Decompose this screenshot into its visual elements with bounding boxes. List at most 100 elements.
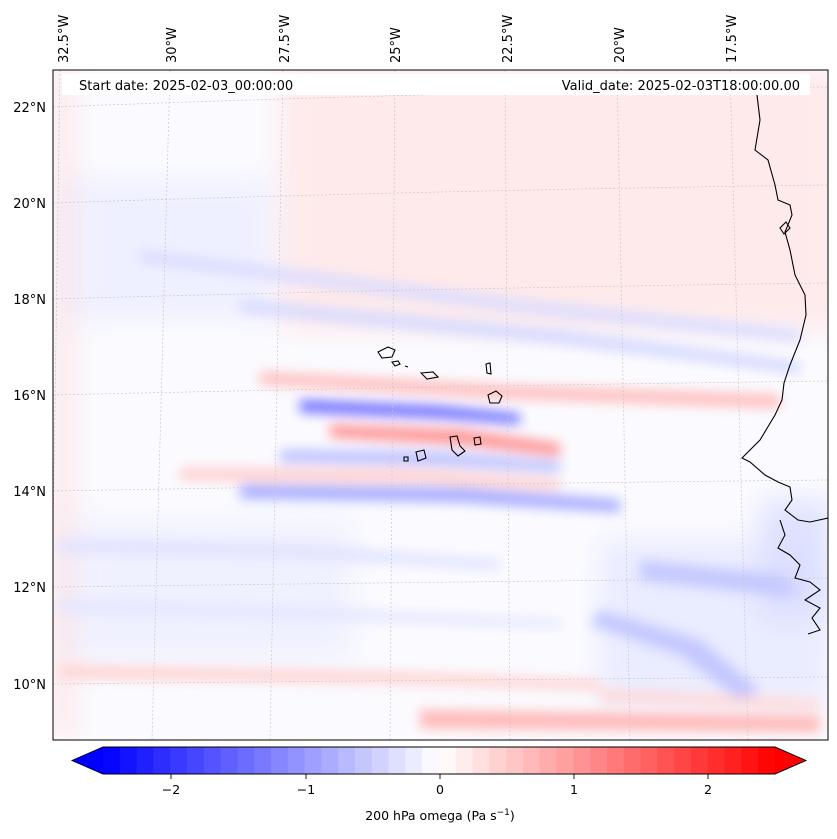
colorbar-segment xyxy=(388,747,406,774)
valid-date-label: Valid_date: 2025-02-03T18:00:00.00 xyxy=(562,79,800,94)
island-sao-nicolau xyxy=(419,371,440,380)
colorbar-segment xyxy=(271,747,289,774)
lat-label-16: 16°N xyxy=(13,389,46,404)
lon-label-17-5: 17.5°W xyxy=(725,15,740,63)
colorbar-segment xyxy=(590,747,608,774)
lon-label-32-5: 32.5°W xyxy=(57,15,72,63)
colorbar-segment xyxy=(556,747,574,774)
omega-field xyxy=(53,70,828,740)
island-sao-vicente xyxy=(391,360,401,367)
colorbar-segment xyxy=(371,747,390,774)
colorbar-segment xyxy=(103,747,121,774)
colorbar-segment xyxy=(170,747,188,774)
colorbar-tick-label: −1 xyxy=(297,782,315,797)
island-brava xyxy=(403,456,409,462)
colorbar-ticks xyxy=(170,774,709,779)
cape-verde-islands xyxy=(377,346,503,462)
lat-label-14: 14°N xyxy=(13,485,46,500)
coastlines xyxy=(741,94,828,635)
lon-label-22-5: 22.5°W xyxy=(501,15,516,63)
guinea-coastline xyxy=(777,519,821,635)
colorbar-segment xyxy=(489,747,507,774)
lat-label-22: 22°N xyxy=(13,101,46,116)
colorbar-title-main: 200 hPa omega (Pa s xyxy=(365,808,496,823)
colorbar-segment xyxy=(640,747,658,774)
lon-label-27-5: 27.5°W xyxy=(278,15,293,63)
colorbar-segment xyxy=(321,747,339,774)
lat-label-20: 20°N xyxy=(13,197,46,212)
colorbar-segment xyxy=(439,747,457,774)
coast-detail xyxy=(779,221,791,235)
colorbar-segments xyxy=(103,747,776,774)
map-border xyxy=(52,69,829,741)
omega-bands xyxy=(60,250,820,732)
gridline-lat-16 xyxy=(53,380,828,396)
colorbar-max-extension xyxy=(775,747,806,774)
colorbar-outline xyxy=(70,746,808,775)
latitude-labels: 22°N 20°N 18°N 16°N 14°N 12°N 10°N xyxy=(13,101,46,693)
colorbar-tick-label: 2 xyxy=(704,782,712,797)
island-santiago xyxy=(449,435,466,457)
gridline-lat-12 xyxy=(53,577,828,588)
lon-label-25: 25°W xyxy=(389,27,404,63)
colorbar-segment xyxy=(254,747,272,774)
colorbar-segment xyxy=(287,747,306,774)
colorbar-segment xyxy=(355,747,373,774)
colorbar-segment xyxy=(707,747,726,774)
map-panel: Start date: 2025-02-03_00:00:00 Valid_da… xyxy=(52,69,829,741)
gridline-lat-14 xyxy=(53,479,828,492)
colorbar-segment xyxy=(203,747,222,774)
island-boa-vista xyxy=(487,390,503,404)
colorbar-segment xyxy=(607,747,625,774)
colorbar-segment xyxy=(539,747,558,774)
colorbar-segment xyxy=(405,747,423,774)
longitude-labels: 32.5°W 30°W 27.5°W 25°W 22.5°W 20°W 17.5… xyxy=(57,15,740,63)
lat-label-10: 10°N xyxy=(13,678,46,693)
colorbar-title: 200 hPa omega (Pa s−1) xyxy=(365,808,515,823)
colorbar-segment xyxy=(237,747,255,774)
colorbar-segment xyxy=(455,747,474,774)
colorbar-segment xyxy=(153,747,171,774)
africa-coastline xyxy=(741,94,828,523)
colorbar-segment xyxy=(674,747,692,774)
date-label-background xyxy=(62,74,810,95)
lat-label-12: 12°N xyxy=(13,581,46,596)
colorbar-segment xyxy=(220,747,238,774)
start-date-label: Start date: 2025-02-03_00:00:00 xyxy=(79,79,293,94)
lat-label-18: 18°N xyxy=(13,293,46,308)
colorbar-tick-label: 0 xyxy=(436,782,444,797)
colorbar-segment xyxy=(623,747,642,774)
colorbar-segment xyxy=(758,747,776,774)
gridline-lat-10 xyxy=(53,676,828,685)
colorbar-tick-label: −2 xyxy=(162,782,180,797)
colorbar-segment xyxy=(741,747,759,774)
colorbar-tick-label: 1 xyxy=(570,782,578,797)
island-santo-antao xyxy=(377,346,396,359)
colorbar-segment xyxy=(573,747,591,774)
colorbar-segment xyxy=(187,747,205,774)
gridline-lat-20 xyxy=(53,184,828,204)
colorbar-segment xyxy=(422,747,440,774)
colorbar-segment xyxy=(523,747,541,774)
colorbar-title-end: ) xyxy=(510,808,515,823)
gridline-lat-18 xyxy=(53,282,828,300)
colorbar-segment xyxy=(472,747,490,774)
colorbar-segment xyxy=(304,747,322,774)
island-fogo xyxy=(415,449,427,462)
lon-label-30: 30°W xyxy=(165,27,180,63)
colorbar-segment xyxy=(724,747,742,774)
island-sal xyxy=(485,362,492,375)
lon-label-20: 20°W xyxy=(613,27,628,63)
island-santa-luzia xyxy=(404,365,409,368)
colorbar: −2 −1 0 1 2 200 hPa omega (Pa s−1) xyxy=(70,746,808,823)
colorbar-segment xyxy=(657,747,675,774)
colorbar-segment xyxy=(338,747,356,774)
colorbar-segment xyxy=(136,747,154,774)
island-maio xyxy=(473,436,482,446)
colorbar-title-superscript: −1 xyxy=(497,808,510,818)
colorbar-segment xyxy=(506,747,524,774)
colorbar-min-extension xyxy=(72,747,103,774)
colorbar-segment xyxy=(119,747,138,774)
colorbar-segment xyxy=(691,747,709,774)
